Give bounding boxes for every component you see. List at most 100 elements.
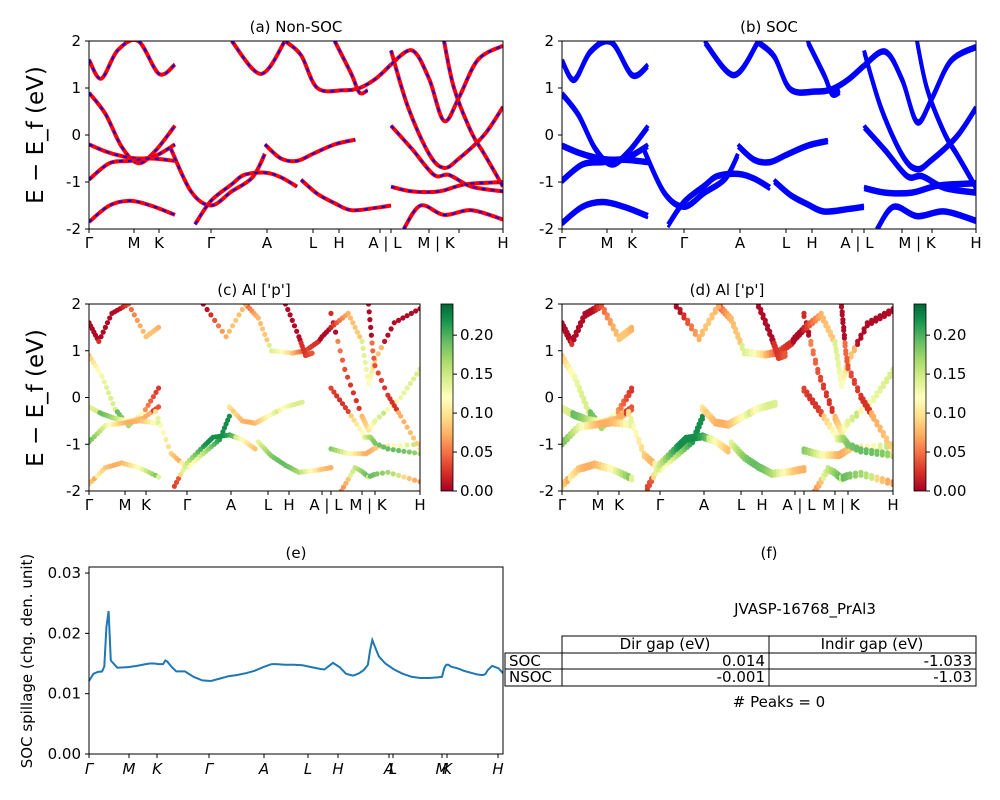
projection-dot-split [694, 428, 701, 434]
projection-dot [401, 390, 407, 396]
projection-dot [385, 332, 391, 338]
projection-dot-split [854, 447, 860, 453]
projection-dot [285, 306, 291, 313]
panel-c-ylabel: E − E_f (eV) [23, 329, 49, 467]
projection-dot [368, 324, 374, 330]
projection-dot [131, 312, 137, 318]
band-line-nonsoc [89, 41, 177, 81]
projection-dot [417, 366, 420, 372]
projection-dot [401, 448, 407, 454]
projection-dot-split [877, 388, 883, 394]
projection-dot-split [858, 449, 864, 455]
projection-dot [242, 304, 249, 307]
projection-dot [370, 348, 376, 354]
projection-dot-split [696, 424, 702, 430]
projection-dot-split [884, 379, 890, 385]
x-tick-label: L [389, 760, 397, 778]
panel-d-colorbar: 0.00 0.05 0.10 0.15 0.20 [913, 303, 966, 500]
projection-dot [158, 423, 164, 429]
projection-dot-split [874, 393, 880, 399]
projection-dot-split [818, 377, 824, 383]
projection-dot [411, 435, 417, 441]
colorbar-tick-label: 0.15 [460, 365, 493, 383]
projection-dot [406, 449, 412, 455]
colorbar-tick-label: 0.20 [460, 326, 493, 344]
projection-dot [233, 317, 239, 323]
projection-dot-split [835, 362, 841, 368]
band-line-soc [666, 170, 772, 226]
band-line-soc-split [876, 206, 976, 229]
projection-dot [335, 338, 341, 344]
projection-dot [252, 446, 258, 452]
projection-dot [212, 317, 218, 323]
band-line-soc [736, 137, 829, 164]
projection-dot-split [890, 482, 893, 488]
projection-dot-split [880, 383, 887, 390]
projection-dot [398, 442, 404, 448]
projection-dot-split [623, 397, 630, 403]
projection-dot [398, 413, 404, 419]
x-tick-label: A [262, 234, 273, 252]
projection-dot-split [841, 335, 848, 341]
projection-dot-split [861, 329, 867, 335]
projection-dot [352, 324, 358, 330]
projection-dot-split [639, 447, 645, 453]
y-tick-label: 0 [544, 126, 554, 144]
y-tick-label: -2 [66, 220, 81, 238]
projection-dot-split [699, 416, 706, 422]
band-line-nonsoc-dashed [300, 178, 392, 212]
projection-dot [390, 471, 396, 477]
projection-dot [230, 323, 236, 329]
band-line-soc-split [863, 47, 976, 126]
projection-dot-split [858, 335, 864, 341]
projection-dot [412, 477, 418, 483]
projection-dot [134, 317, 140, 323]
projection-dot-split [681, 315, 687, 321]
band-line-nonsoc [442, 41, 503, 188]
x-tick-label: K [141, 496, 152, 514]
projection-dot-split [725, 449, 731, 455]
projection-dot [378, 377, 384, 383]
band-line-soc-split [642, 151, 740, 211]
projection-dot [407, 380, 413, 387]
band-line-nonsoc-dashed [402, 204, 503, 229]
panel-a-ylabel: E − E_f (eV) [23, 66, 49, 204]
projection-dot [414, 440, 420, 447]
x-tick-label: L [737, 496, 746, 514]
projection-dot [417, 479, 420, 485]
projection-dot [289, 317, 295, 323]
y-tick-label: -2 [539, 220, 554, 238]
projection-dot [309, 350, 315, 356]
projection-dot [412, 450, 418, 456]
projection-dot-split [782, 353, 788, 359]
x-tick-label: M [119, 496, 132, 514]
y-tick-label: -1 [66, 435, 81, 453]
x-tick-label: H [332, 760, 343, 778]
projection-dot-split [653, 471, 659, 477]
projection-dot [404, 385, 410, 391]
projection-dot-split [806, 332, 812, 338]
x-tick-label: L [782, 234, 791, 252]
cell-soc-indir-gap: -1.033 [924, 652, 972, 670]
projection-dot-split [849, 417, 855, 423]
y-tick-label: -1 [66, 173, 81, 191]
projection-dot-split [618, 405, 624, 411]
projection-dot [255, 315, 261, 321]
projection-dot [417, 446, 420, 452]
panel-a-title: (a) Non-SOC [250, 18, 343, 36]
projection-dot-split [851, 348, 858, 354]
cell-nsoc-dir-gap: -0.001 [717, 668, 765, 686]
projection-dot-split [855, 388, 861, 394]
projection-dot [359, 430, 365, 436]
projection-dot-split [885, 453, 891, 459]
projection-dot-split [801, 313, 807, 319]
projection-dot-split [823, 393, 830, 399]
projection-dot-split [881, 313, 888, 319]
projection-dot [345, 374, 351, 380]
projection-dot [363, 366, 369, 372]
band-line-soc-split [773, 181, 865, 215]
projection-dot-split [709, 315, 715, 321]
projection-dot-split [871, 397, 877, 404]
